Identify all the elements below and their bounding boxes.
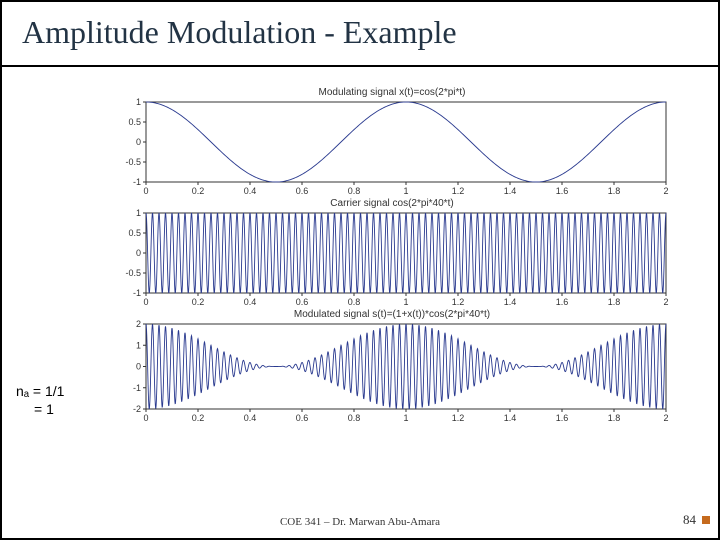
chart-panel-2: Modulated signal s(t)=(1+x(t))*cos(2*pi*… <box>112 309 672 425</box>
svg-text:-1: -1 <box>133 288 141 298</box>
svg-text:-1: -1 <box>133 383 141 393</box>
chart-svg-2: -2 -1 0 1 2 0 0.2 0.4 0.6 0.8 1 1.2 1.4 1.6 1.8 2 <box>112 320 672 425</box>
svg-text:0.4: 0.4 <box>244 186 257 196</box>
svg-text:0.6: 0.6 <box>296 186 309 196</box>
chart-svg-1: -1 -0.5 0 0.5 1 0 0.2 0.4 0.6 0.8 1 1.2 1.4 1.6 1.8 2 <box>112 209 672 309</box>
svg-text:1: 1 <box>403 297 408 307</box>
svg-text:1.8: 1.8 <box>608 186 621 196</box>
svg-text:1.2: 1.2 <box>452 297 465 307</box>
svg-text:-0.5: -0.5 <box>125 157 141 167</box>
svg-text:1: 1 <box>136 340 141 350</box>
annotation-line-2: = 1 <box>16 400 64 418</box>
svg-text:2: 2 <box>663 413 668 423</box>
modulation-index-annotation: nₐ = 1/1 = 1 <box>16 382 64 418</box>
svg-text:0.6: 0.6 <box>296 413 309 423</box>
chart-svg-0: -1 -0.5 0 0.5 1 0 0.2 0.4 0.6 0.8 1 1.2 1.4 1.6 1.8 2 <box>112 98 672 198</box>
chart-title-2: Modulated signal s(t)=(1+x(t))*cos(2*pi*… <box>112 309 672 320</box>
svg-text:2: 2 <box>663 186 668 196</box>
svg-text:0: 0 <box>143 186 148 196</box>
svg-text:0.2: 0.2 <box>192 413 205 423</box>
svg-text:1.8: 1.8 <box>608 297 621 307</box>
svg-text:-1: -1 <box>133 177 141 187</box>
svg-text:1: 1 <box>403 413 408 423</box>
svg-text:0.4: 0.4 <box>244 297 257 307</box>
svg-text:0: 0 <box>143 413 148 423</box>
chart-panel-1: Carrier signal cos(2*pi*40*t) -1 -0.5 0 0.5 1… <box>112 198 672 309</box>
svg-text:0: 0 <box>143 297 148 307</box>
svg-text:2: 2 <box>136 320 141 329</box>
chart-panel-0: Modulating signal x(t)=cos(2*pi*t) -1 -0.5… <box>112 87 672 198</box>
svg-text:2: 2 <box>663 297 668 307</box>
svg-text:0.2: 0.2 <box>192 297 205 307</box>
svg-text:-0.5: -0.5 <box>125 268 141 278</box>
svg-text:1.2: 1.2 <box>452 413 465 423</box>
chart-title-0: Modulating signal x(t)=cos(2*pi*t) <box>112 87 672 98</box>
svg-text:0.8: 0.8 <box>348 186 361 196</box>
svg-text:1: 1 <box>403 186 408 196</box>
svg-text:1.6: 1.6 <box>556 186 569 196</box>
page-title: Amplitude Modulation - Example <box>22 14 698 51</box>
svg-text:0: 0 <box>136 248 141 258</box>
svg-text:1.4: 1.4 <box>504 413 517 423</box>
svg-text:0.6: 0.6 <box>296 297 309 307</box>
svg-text:0: 0 <box>136 362 141 372</box>
chart-title-1: Carrier signal cos(2*pi*40*t) <box>112 198 672 209</box>
chart-container: Modulating signal x(t)=cos(2*pi*t) -1 -0.5… <box>112 87 672 425</box>
title-bar: Amplitude Modulation - Example <box>2 2 718 67</box>
svg-text:0: 0 <box>136 137 141 147</box>
footer-text: COE 341 – Dr. Marwan Abu-Amara <box>2 516 718 528</box>
svg-text:0.4: 0.4 <box>244 413 257 423</box>
svg-text:1: 1 <box>136 98 141 107</box>
svg-text:0.2: 0.2 <box>192 186 205 196</box>
slide: Amplitude Modulation - Example Modulatin… <box>0 0 720 540</box>
svg-text:1.4: 1.4 <box>504 297 517 307</box>
svg-text:0.8: 0.8 <box>348 413 361 423</box>
svg-text:1.8: 1.8 <box>608 413 621 423</box>
svg-text:1: 1 <box>136 209 141 218</box>
accent-square-icon <box>702 516 710 524</box>
svg-text:1.6: 1.6 <box>556 297 569 307</box>
svg-text:-2: -2 <box>133 404 141 414</box>
page-number: 84 <box>683 512 696 528</box>
svg-text:0.8: 0.8 <box>348 297 361 307</box>
svg-text:1.4: 1.4 <box>504 186 517 196</box>
svg-text:1.6: 1.6 <box>556 413 569 423</box>
annotation-line-1: nₐ = 1/1 <box>16 382 64 400</box>
svg-text:0.5: 0.5 <box>128 228 141 238</box>
svg-text:1.2: 1.2 <box>452 186 465 196</box>
svg-text:0.5: 0.5 <box>128 117 141 127</box>
